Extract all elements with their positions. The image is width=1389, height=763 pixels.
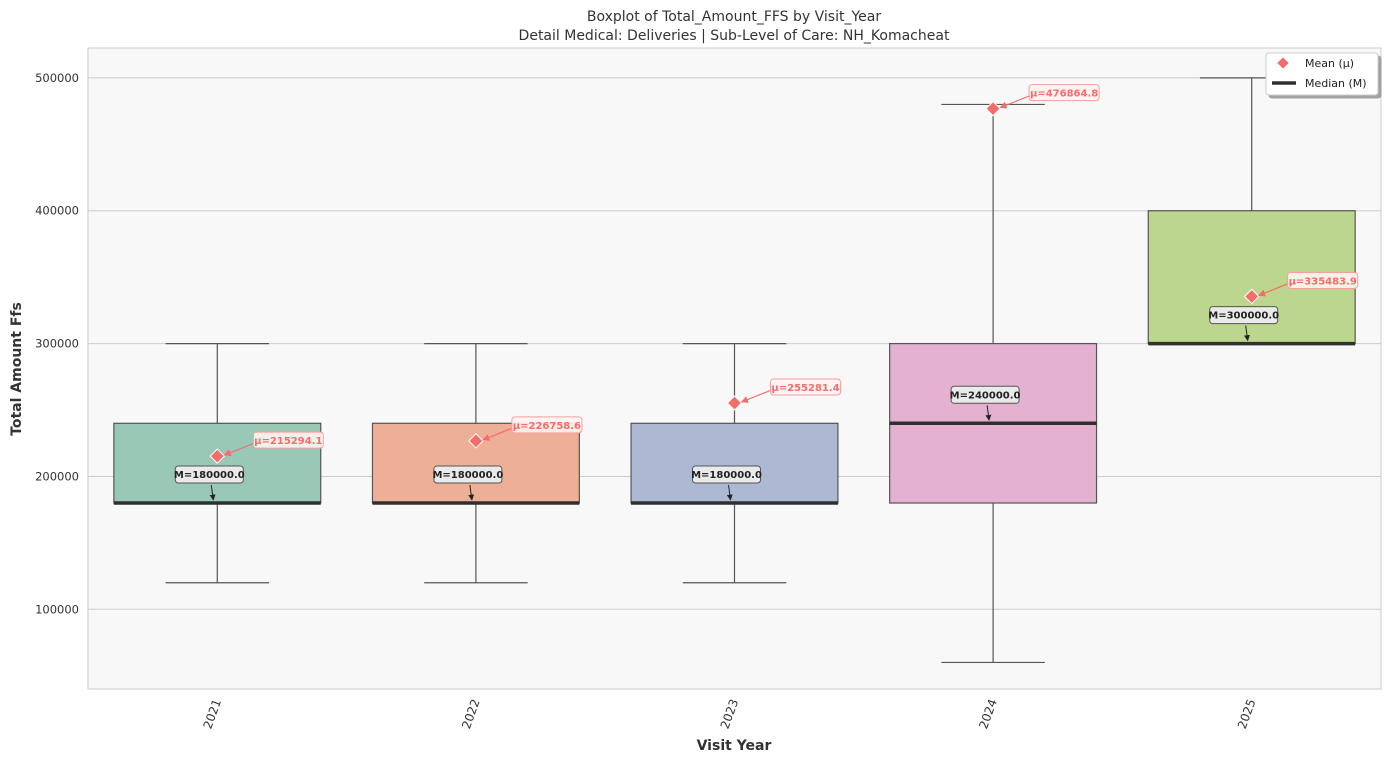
median-arrow [468,484,475,501]
median-label: M=180000.0 [432,470,503,481]
median-label-box [692,465,761,484]
mean-marker [1243,288,1260,305]
x-tick-label: 2024 [976,697,1000,730]
median-label-box [433,465,503,484]
y-axis-ticks: 100000 200000 300000 400000 500000 [35,71,79,616]
mean-marker [985,100,1001,117]
median-annotation: M=300000.0 [1208,306,1279,342]
mean-marker [726,395,743,411]
median-label: M=300000.0 [1208,311,1279,322]
median-label-box [950,385,1020,404]
legend-mean-marker [1277,57,1289,69]
y-tick-label: 500000 [35,71,79,85]
median-label-box [1209,306,1279,325]
mean-annotation: μ=476864.8 [999,84,1100,109]
x-axis-ticks: 2021 2022 2023 2024 2025 [201,697,1259,730]
mean-label-box [511,416,583,434]
mean-label-box [252,431,324,449]
median-annotation: M=180000.0 [174,465,245,501]
mean-arrow [1258,282,1289,297]
mean-arrow [999,95,1031,109]
x-tick-label: 2022 [459,697,483,730]
mean-arrow [223,442,255,457]
mean-annotation: μ=226758.6 [482,416,583,441]
y-tick-label: 400000 [35,204,79,218]
median-arrow [1244,325,1250,342]
y-axis-label: Total Amount Ffs [9,302,25,436]
mean-label: μ=255281.4 [771,383,839,394]
mean-label: μ=335483.9 [1289,276,1357,287]
box-group-2022 [371,342,580,584]
mean-annotation: μ=335483.9 [1258,271,1359,297]
median-annotation: M=180000.0 [432,465,503,501]
chart-subtitle: Detail Medical: Deliveries | Sub-Level o… [519,28,950,44]
y-tick-label: 300000 [35,337,79,351]
median-arrow [985,405,992,421]
median-annotation: M=180000.0 [691,465,762,501]
median-label: M=180000.0 [691,470,762,481]
median-label-box [174,465,244,484]
x-tick-label: 2023 [718,697,742,730]
mean-label-box [1028,84,1100,102]
chart-title: Boxplot of Total_Amount_FFS by Visit_Yea… [587,9,881,25]
x-tick-label: 2025 [1235,697,1259,730]
mean-marker [468,433,484,449]
mean-label-box [770,378,841,396]
box-group-2023 [630,342,839,584]
mean-marker [209,448,226,464]
mean-annotation: μ=255281.4 [740,378,841,403]
y-tick-label: 100000 [35,602,79,616]
mean-arrow [740,389,772,403]
x-tick-label: 2021 [201,697,225,730]
x-axis-label: Visit Year [697,738,772,754]
y-tick-label: 200000 [35,469,79,483]
median-annotation: M=240000.0 [950,385,1021,421]
box [630,422,839,504]
mean-label: μ=226758.6 [513,421,581,432]
box-group-2024 [889,100,1098,664]
mean-label: μ=215294.1 [254,436,322,447]
mean-label: μ=476864.8 [1030,89,1098,100]
annotations-layer: M=180000.0 μ=215294.1 M=180000.0 μ=226758.6… [174,84,1359,501]
mean-annotation: μ=215294.1 [223,431,324,457]
mean-arrow [482,427,514,441]
median-label: M=240000.0 [950,390,1021,401]
legend-median-label: Median (M) [1305,77,1367,90]
median-arrow [726,484,733,501]
median-label: M=180000.0 [174,470,245,481]
median-arrow [209,484,216,501]
legend: Mean (μ) Median (M) [1265,52,1379,96]
mean-label-box [1287,271,1359,289]
legend-mean-label: Mean (μ) [1305,57,1354,70]
